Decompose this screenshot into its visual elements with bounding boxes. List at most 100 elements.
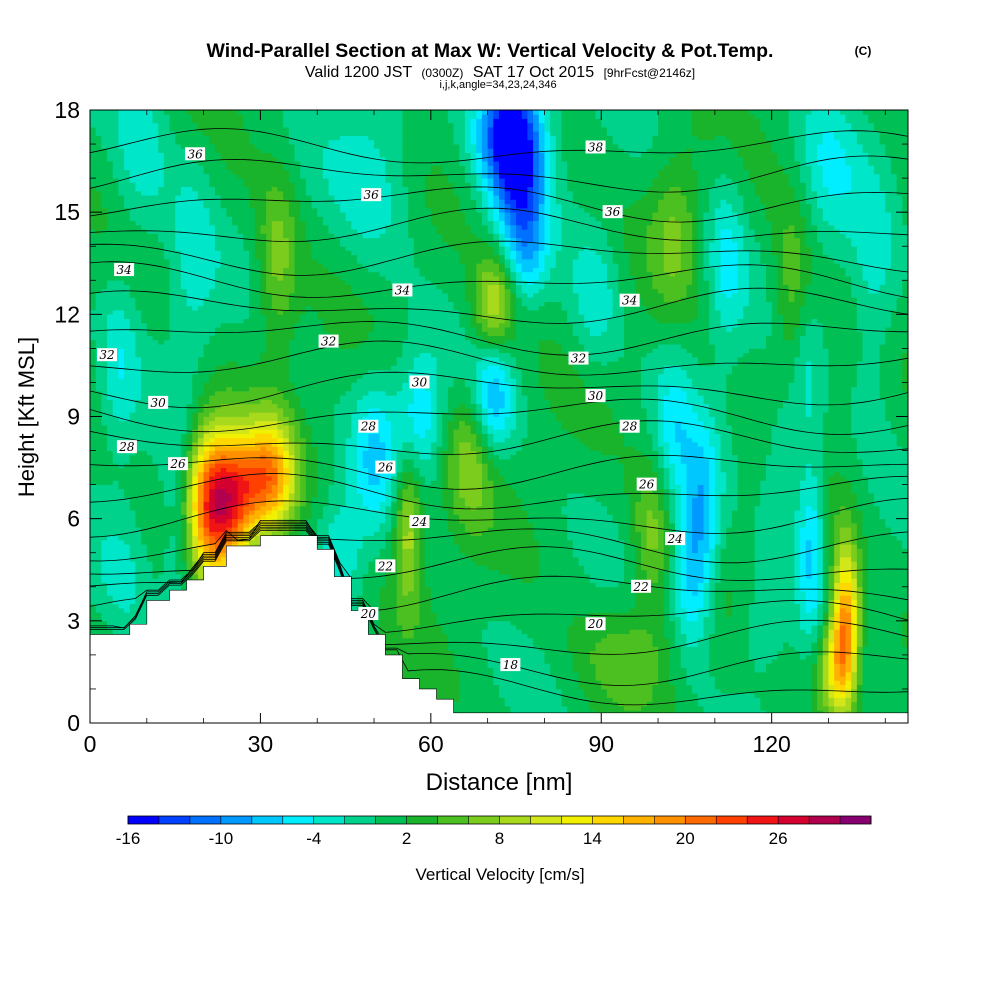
field-cell	[90, 536, 96, 541]
field-cell	[96, 506, 102, 511]
field-cell	[96, 442, 102, 447]
field-cell	[113, 523, 119, 528]
field-cell	[113, 591, 119, 596]
field-cell	[107, 472, 113, 477]
field-cell	[130, 348, 136, 353]
field-cell	[96, 591, 102, 596]
field-cell	[135, 510, 141, 515]
field-cell	[141, 268, 147, 273]
field-cell	[135, 157, 141, 162]
field-cell	[90, 404, 96, 409]
field-cell	[107, 591, 113, 596]
field-cell	[158, 421, 164, 426]
field-cell	[147, 561, 153, 566]
field-cell	[158, 548, 164, 553]
field-cell	[96, 527, 102, 532]
field-cell	[96, 523, 102, 528]
field-cell	[96, 221, 102, 226]
field-cell	[135, 523, 141, 528]
field-cell	[124, 608, 130, 613]
field-cell	[107, 429, 113, 434]
field-cell	[113, 161, 119, 166]
field-cell	[141, 404, 147, 409]
field-cell	[113, 127, 119, 132]
field-cell	[124, 348, 130, 353]
field-cell	[152, 468, 158, 473]
field-cell	[96, 553, 102, 558]
field-cell	[118, 319, 124, 324]
cross-section-figure: Wind-Parallel Section at Max W: Vertical…	[0, 0, 1000, 1000]
field-cell	[147, 446, 153, 451]
field-cell	[96, 302, 102, 307]
field-cell	[113, 374, 119, 379]
field-cell	[118, 565, 124, 570]
field-cell	[141, 565, 147, 570]
field-cell	[130, 221, 136, 226]
field-cell	[96, 595, 102, 600]
field-cell	[96, 561, 102, 566]
field-cell	[96, 480, 102, 485]
field-cell	[101, 451, 107, 456]
field-cell	[152, 157, 158, 162]
field-cell	[113, 425, 119, 430]
field-cell	[124, 429, 130, 434]
field-cell	[107, 110, 113, 115]
field-cell	[135, 123, 141, 128]
field-cell	[124, 455, 130, 460]
field-cell	[147, 557, 153, 562]
field-cell	[124, 195, 130, 200]
field-cell	[118, 523, 124, 528]
field-cell	[113, 583, 119, 588]
field-cell	[147, 212, 153, 217]
field-cell	[90, 182, 96, 187]
field-cell	[101, 417, 107, 422]
field-cell	[107, 519, 113, 524]
field-cell	[118, 212, 124, 217]
field-cell	[147, 565, 153, 570]
field-cell	[130, 233, 136, 238]
field-cell	[113, 157, 119, 162]
field-cell	[135, 340, 141, 345]
field-cell	[147, 353, 153, 358]
field-cell	[152, 429, 158, 434]
field-cell	[141, 119, 147, 124]
field-cell	[90, 306, 96, 311]
field-cell	[113, 238, 119, 243]
field-cell	[152, 229, 158, 234]
field-cell	[130, 502, 136, 507]
field-cell	[107, 323, 113, 328]
field-cell	[135, 553, 141, 558]
field-cell	[90, 314, 96, 319]
field-cell	[118, 472, 124, 477]
field-cell	[124, 246, 130, 251]
field-cell	[90, 574, 96, 579]
field-cell	[130, 344, 136, 349]
field-cell	[147, 344, 153, 349]
field-cell	[118, 365, 124, 370]
field-cell	[135, 578, 141, 583]
field-cell	[107, 268, 113, 273]
field-cell	[101, 489, 107, 494]
field-cell	[141, 506, 147, 511]
field-cell	[107, 250, 113, 255]
field-cell	[90, 370, 96, 375]
field-cell	[141, 476, 147, 481]
field-cell	[101, 374, 107, 379]
field-cell	[113, 187, 119, 192]
field-cell	[130, 310, 136, 315]
field-cell	[152, 417, 158, 422]
field-cell	[107, 604, 113, 609]
field-cell	[152, 480, 158, 485]
field-cell	[107, 421, 113, 426]
field-cell	[101, 523, 107, 528]
field-cell	[107, 114, 113, 119]
field-cell	[158, 455, 164, 460]
field-cell	[158, 459, 164, 464]
field-cell	[113, 617, 119, 622]
field-cell	[90, 621, 96, 626]
field-cell	[141, 293, 147, 298]
field-cell	[96, 451, 102, 456]
field-cell	[135, 136, 141, 141]
field-cell	[152, 123, 158, 128]
field-cell	[130, 434, 136, 439]
